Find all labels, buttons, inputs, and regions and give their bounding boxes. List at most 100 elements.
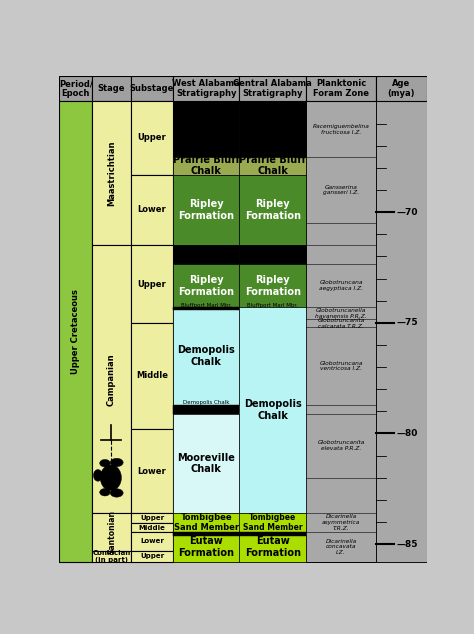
Bar — [239, 513, 306, 532]
Text: Ripley
Formation: Ripley Formation — [178, 275, 234, 297]
Text: Ripley
Formation: Ripley Formation — [245, 275, 301, 297]
Text: Dicarinella
asymmetrica
T.R.Z.: Dicarinella asymmetrica T.R.Z. — [322, 514, 360, 531]
Bar — [173, 404, 239, 413]
Bar — [131, 532, 173, 551]
Text: Ripley
Formation: Ripley Formation — [178, 199, 234, 221]
Bar — [173, 513, 239, 532]
Text: Planktonic
Foram Zone: Planktonic Foram Zone — [313, 79, 369, 98]
Bar — [92, 101, 131, 245]
Text: Upper Cretaceous: Upper Cretaceous — [71, 289, 80, 374]
Ellipse shape — [110, 458, 123, 467]
Bar — [173, 174, 239, 245]
Bar — [131, 523, 173, 532]
Text: —85: —85 — [397, 540, 418, 548]
Ellipse shape — [100, 460, 110, 467]
Ellipse shape — [110, 489, 123, 497]
Bar — [173, 264, 239, 307]
Bar — [239, 532, 306, 562]
Text: Prairie Bluff
Chalk: Prairie Bluff Chalk — [239, 155, 306, 176]
Text: Middle: Middle — [138, 524, 165, 531]
Text: Globotruncanita
calcarata T.R.Z.: Globotruncanita calcarata T.R.Z. — [317, 318, 365, 329]
Bar — [239, 264, 306, 307]
Text: Period/
Epoch: Period/ Epoch — [59, 79, 93, 98]
Bar — [59, 76, 92, 101]
Text: Bluffport Marl Mbr.: Bluffport Marl Mbr. — [181, 303, 232, 308]
Bar — [92, 245, 131, 513]
Text: West Alabama
Stratigraphy: West Alabama Stratigraphy — [173, 79, 240, 98]
Text: Substage: Substage — [130, 84, 174, 93]
Bar — [173, 532, 239, 562]
Text: Gansserina
gansseri I.Z.: Gansserina gansseri I.Z. — [323, 184, 359, 195]
Bar — [131, 101, 173, 174]
Bar — [131, 513, 173, 523]
Text: Globotruncana
aegyptiaca I.Z.: Globotruncana aegyptiaca I.Z. — [319, 280, 363, 291]
Text: Maastrichtian: Maastrichtian — [107, 141, 116, 206]
Text: Lower: Lower — [137, 467, 166, 476]
Bar — [131, 323, 173, 429]
Text: Tombigbee
Sand Member: Tombigbee Sand Member — [173, 513, 239, 532]
Text: Santonian: Santonian — [107, 510, 116, 554]
Ellipse shape — [100, 465, 121, 491]
Text: Lower: Lower — [140, 538, 164, 545]
Text: Mooreville
Chalk: Mooreville Chalk — [177, 453, 235, 474]
Bar — [306, 76, 376, 101]
Bar — [131, 429, 173, 513]
Text: Demopolis
Chalk: Demopolis Chalk — [177, 345, 235, 367]
Text: Upper: Upper — [140, 553, 164, 559]
Bar — [239, 245, 306, 264]
Bar — [92, 551, 131, 562]
Bar — [131, 551, 173, 562]
Bar — [131, 174, 173, 245]
Bar — [376, 76, 427, 101]
Bar — [92, 513, 131, 551]
Text: —80: —80 — [397, 429, 418, 438]
Bar — [239, 76, 306, 101]
Bar — [173, 307, 239, 404]
Bar — [376, 101, 427, 562]
Text: Bluffport Marl Mbr.: Bluffport Marl Mbr. — [247, 303, 298, 308]
Bar — [173, 413, 239, 513]
Ellipse shape — [100, 488, 110, 496]
Bar — [239, 532, 306, 536]
Text: Lower: Lower — [137, 205, 166, 214]
Text: Racemiguembelina
fructicosa I.Z.: Racemiguembelina fructicosa I.Z. — [312, 124, 369, 134]
Text: Dicarinella
concavata
I.Z.: Dicarinella concavata I.Z. — [325, 538, 356, 555]
Text: Ripley
Formation: Ripley Formation — [245, 199, 301, 221]
Text: Eutaw
Formation: Eutaw Formation — [178, 536, 234, 558]
Bar — [173, 532, 239, 536]
Bar — [173, 157, 239, 174]
Bar — [173, 76, 239, 101]
Text: Upper: Upper — [137, 280, 166, 288]
Text: Age
(mya): Age (mya) — [388, 79, 415, 98]
Text: Globotruncanita
elevata P.R.Z.: Globotruncanita elevata P.R.Z. — [317, 440, 365, 451]
Bar — [131, 76, 173, 101]
Text: Middle: Middle — [136, 372, 168, 380]
Text: Tombigbee
Sand Member: Tombigbee Sand Member — [243, 513, 302, 532]
Bar — [239, 101, 306, 157]
Text: Prairie Bluff
Chalk: Prairie Bluff Chalk — [173, 155, 239, 176]
Text: Demopolis
Chalk: Demopolis Chalk — [244, 399, 301, 421]
Text: Upper: Upper — [140, 515, 164, 521]
Text: Demopolis Chalk: Demopolis Chalk — [183, 400, 229, 405]
Bar — [173, 101, 239, 157]
Text: Coniacian
(in part): Coniacian (in part) — [92, 550, 131, 563]
Bar — [239, 157, 306, 174]
Bar — [173, 245, 239, 264]
Text: Upper: Upper — [137, 134, 166, 143]
Bar — [239, 174, 306, 245]
Text: —70: —70 — [397, 207, 418, 217]
Text: Globotruncanella
havanensis P.R.Z.: Globotruncanella havanensis P.R.Z. — [315, 308, 367, 319]
Text: Globotruncana
ventricosa I.Z.: Globotruncana ventricosa I.Z. — [319, 361, 363, 372]
Bar — [306, 101, 376, 562]
Bar — [92, 76, 131, 101]
Text: Central Alabama
Stratigraphy: Central Alabama Stratigraphy — [233, 79, 312, 98]
Bar — [59, 101, 92, 562]
Bar — [173, 307, 239, 310]
Ellipse shape — [93, 470, 102, 481]
Text: Stage: Stage — [98, 84, 125, 93]
Text: —75: —75 — [397, 318, 418, 327]
Text: Campanian: Campanian — [107, 353, 116, 406]
Bar — [131, 245, 173, 323]
Text: Eutaw
Formation: Eutaw Formation — [245, 536, 301, 558]
Bar — [239, 307, 306, 513]
